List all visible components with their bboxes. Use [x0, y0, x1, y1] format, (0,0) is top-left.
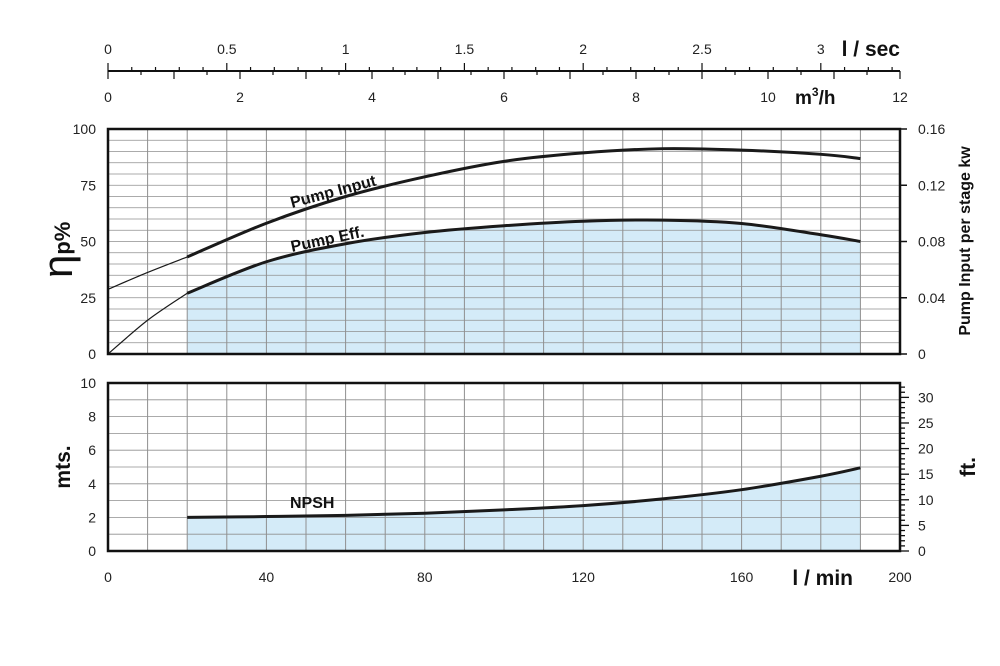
lsec-tick-label: 3 [817, 41, 825, 57]
lsec-unit-label: l / sec [842, 38, 901, 61]
npsh-ft-tick-label: 30 [918, 389, 934, 405]
flow-lmin-tick-label: 80 [417, 569, 433, 585]
flow-lmin-tick-label: 160 [730, 569, 754, 585]
npsh-tick-label: 8 [88, 409, 96, 425]
npsh-curves: NPSH [187, 466, 861, 519]
efficiency-percent-label: p% [50, 222, 75, 255]
efficiency-axis-label: ηp% [34, 222, 81, 278]
efficiency-tick-label: 100 [73, 121, 97, 137]
npsh-ft-tick-label: 10 [918, 492, 934, 508]
efficiency-tick-label: 50 [80, 234, 96, 250]
pump-eff-extrapolation [107, 292, 188, 355]
pump-input-curve [186, 147, 861, 259]
efficiency-grid [108, 129, 900, 354]
efficiency-fill-area [187, 220, 861, 354]
lsec-tick-label: 0.5 [217, 41, 237, 57]
m3h-tick-label: 2 [236, 89, 244, 105]
lsec-tick-label: 2.5 [692, 41, 712, 57]
npsh-tick-label: 2 [88, 509, 96, 525]
pump-input-tick-label: 0.04 [918, 290, 945, 306]
m3h-unit-base: m [795, 88, 812, 109]
npsh-ft-tick-label: 25 [918, 415, 934, 431]
pump-input-right-ticks: 0 0.04 0.08 0.12 0.16 [900, 121, 945, 362]
npsh-right-ticks: 0 5 10 15 20 25 30 [900, 386, 934, 559]
npsh-ft-tick-label: 15 [918, 466, 934, 482]
m3h-axis-ticks: 0 2 4 6 8 10 12 [104, 71, 908, 105]
flow-lmin-axis-label: l / min [792, 567, 853, 590]
efficiency-tick-label: 0 [88, 346, 96, 362]
npsh-tick-label: 0 [88, 543, 96, 559]
m3h-tick-label: 8 [632, 89, 640, 105]
npsh-ft-tick-label: 5 [918, 517, 926, 533]
npsh-bottom-ticks: 0 40 80 120 160 200 [104, 569, 912, 585]
pump-eff-fill [187, 220, 861, 354]
pump-input-tick-label: 0 [918, 346, 926, 362]
npsh-ft-axis-label: ft. [957, 457, 980, 477]
npsh-curve [187, 466, 861, 519]
m3h-unit-suffix: /h [819, 88, 836, 109]
npsh-tick-label: 6 [88, 442, 96, 458]
lsec-axis-ticks: 0 0.5 1 1.5 2 2.5 3 [104, 41, 900, 72]
efficiency-tick-label: 25 [80, 290, 96, 306]
lsec-tick-label: 0 [104, 41, 112, 57]
m3h-unit-label: m3/h [795, 85, 835, 109]
npsh-ft-tick-label: 20 [918, 441, 934, 457]
lsec-tick-label: 1.5 [455, 41, 475, 57]
npsh-axis-label: mts. [52, 445, 75, 488]
pump-input-tick-label: 0.08 [918, 234, 945, 250]
pump-input-label: Pump Input [289, 172, 379, 211]
flow-lmin-tick-label: 120 [572, 569, 596, 585]
pump-input-tick-label: 0.16 [918, 121, 945, 137]
top-flow-axis: 0 0.5 1 1.5 2 2.5 3 0 2 4 6 8 10 12 l / sec m3/h [104, 38, 908, 109]
npsh-ft-tick-label: 0 [918, 543, 926, 559]
npsh-tick-label: 10 [80, 375, 96, 391]
pump-input-tick-label: 0.12 [918, 177, 945, 193]
m3h-tick-label: 0 [104, 89, 112, 105]
flow-lmin-tick-label: 0 [104, 569, 112, 585]
npsh-grid [108, 383, 900, 551]
flow-lmin-tick-label: 40 [259, 569, 275, 585]
efficiency-tick-label: 75 [80, 177, 96, 193]
flow-lmin-tick-label: 200 [888, 569, 912, 585]
npsh-label: NPSH [290, 495, 334, 512]
npsh-left-ticks: 0 2 4 6 8 10 [80, 375, 96, 559]
pump-input-extrapolation [107, 256, 188, 290]
m3h-tick-label: 6 [500, 89, 508, 105]
m3h-tick-label: 4 [368, 89, 376, 105]
npsh-tick-label: 4 [88, 476, 96, 492]
npsh-panel: NPSH 0 2 4 6 8 10 0 5 10 15 20 25 30 0 40 80 120 160 200… [52, 375, 980, 590]
npsh-frame [106, 381, 902, 553]
m3h-tick-label: 10 [760, 89, 776, 105]
efficiency-eta-glyph: η [34, 255, 81, 278]
m3h-unit-sup: 3 [812, 85, 819, 99]
pump-eff-curve [186, 218, 861, 295]
efficiency-left-ticks: 0 25 50 75 100 [73, 121, 97, 362]
lsec-tick-label: 2 [579, 41, 587, 57]
m3h-tick-label: 12 [892, 89, 908, 105]
lsec-tick-label: 1 [342, 41, 350, 57]
pump-input-axis-label: Pump Input per stage kw [957, 146, 974, 336]
